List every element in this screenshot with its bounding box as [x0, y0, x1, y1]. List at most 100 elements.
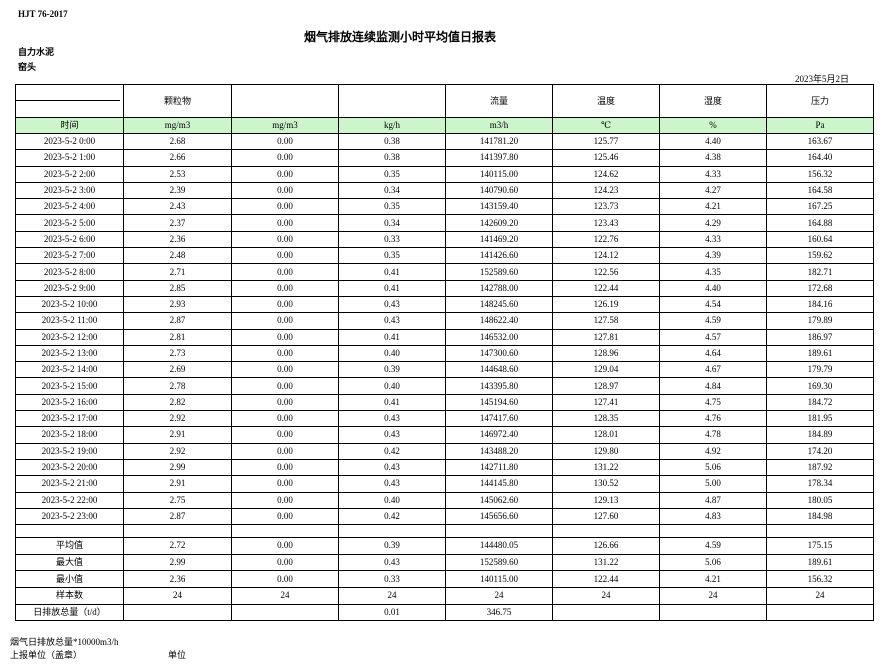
value-cell: 122.44 — [552, 279, 660, 297]
value-cell: 2.66 — [123, 149, 232, 167]
value-cell: 0.43 — [338, 410, 446, 428]
value-cell: 4.78 — [659, 426, 767, 444]
head-row: 颗粒物 流量 温度 湿度 压力 — [15, 84, 874, 118]
summary-value: 2.99 — [123, 553, 232, 572]
time-cell: 2023-5-2 8:00 — [15, 263, 124, 281]
value-cell: 163.67 — [766, 132, 874, 151]
time-cell: 2023-5-2 14:00 — [15, 361, 124, 379]
value-cell: 187.92 — [766, 458, 874, 477]
data-row: 2023-5-2 15:00 2.78 0.00 0.40 143395.80 128.9… — [15, 377, 874, 395]
value-cell: 0.35 — [338, 165, 446, 183]
value-cell: 164.40 — [766, 149, 874, 167]
summary-value: 156.32 — [766, 570, 874, 588]
data-row: 2023-5-2 16:00 2.82 0.00 0.41 145194.60 127.4… — [15, 393, 874, 412]
value-cell: 186.97 — [766, 328, 874, 346]
value-cell: 128.35 — [552, 410, 660, 428]
value-cell: 0.43 — [338, 475, 446, 493]
value-cell: 2.69 — [123, 361, 232, 379]
value-cell: 0.00 — [231, 475, 339, 493]
value-cell: 2.92 — [123, 442, 232, 460]
value-cell: 189.61 — [766, 344, 874, 363]
value-cell: 184.72 — [766, 393, 874, 412]
value-cell: 127.41 — [552, 393, 660, 412]
value-cell: 172.68 — [766, 279, 874, 297]
value-cell: 0.40 — [338, 377, 446, 395]
value-cell: 4.57 — [659, 328, 767, 346]
value-cell: 143159.40 — [445, 198, 553, 216]
summary-value: 0.33 — [338, 570, 446, 588]
summary-value: 140115.00 — [445, 570, 553, 588]
value-cell: 0.00 — [231, 181, 339, 200]
summary-value: 24 — [659, 586, 767, 605]
value-cell: 123.43 — [552, 214, 660, 232]
time-cell: 2023-5-2 9:00 — [15, 279, 124, 297]
value-cell: 0.33 — [338, 230, 446, 249]
value-cell: 126.19 — [552, 295, 660, 314]
sum-row: 日排放总量（t/d） 0.01 346.75 — [15, 603, 874, 622]
empty-cell — [231, 603, 339, 622]
value-cell: 127.81 — [552, 328, 660, 346]
unit-header: mg/m3 — [123, 117, 232, 134]
summary-value: 2.72 — [123, 537, 232, 555]
summary-value: 2.36 — [123, 570, 232, 588]
report-table: 颗粒物 流量 温度 湿度 压力 时间 mg/m3 mg/m3 kg/h m3/h ℃% Pa 2023-… — [15, 84, 874, 622]
summary-value: 122.44 — [552, 570, 660, 588]
summary-value: 24 — [766, 586, 874, 605]
data-row: 2023-5-2 21:00 2.91 0.00 0.43 144145.80 130.5… — [15, 475, 874, 493]
time-cell: 2023-5-2 16:00 — [15, 393, 124, 412]
value-cell: 144648.60 — [445, 361, 553, 379]
daily-total-label: 日排放总量（t/d） — [15, 603, 124, 622]
value-cell: 4.33 — [659, 230, 767, 249]
divider — [16, 100, 120, 101]
value-cell: 146972.40 — [445, 426, 553, 444]
value-cell: 123.73 — [552, 198, 660, 216]
data-row: 2023-5-2 23:00 2.87 0.00 0.42 145656.60 127.6… — [15, 507, 874, 526]
footer-note: 烟气日排放总量*10000m3/h — [10, 637, 119, 647]
summary-value: 24 — [552, 586, 660, 605]
time-cell: 2023-5-2 1:00 — [15, 149, 124, 167]
value-cell: 145656.60 — [445, 507, 553, 526]
value-cell: 147300.60 — [445, 344, 553, 363]
value-cell: 184.89 — [766, 426, 874, 444]
value-cell: 141469.20 — [445, 230, 553, 249]
value-cell: 0.00 — [231, 377, 339, 395]
unit-header: Pa — [766, 117, 874, 134]
summary-label: 最小值 — [15, 570, 124, 588]
value-cell: 4.27 — [659, 181, 767, 200]
value-cell: 147417.60 — [445, 410, 553, 428]
summary-value: 5.06 — [659, 553, 767, 572]
value-cell: 4.92 — [659, 442, 767, 460]
time-cell: 2023-5-2 21:00 — [15, 475, 124, 493]
value-cell: 129.04 — [552, 361, 660, 379]
value-cell: 0.34 — [338, 214, 446, 232]
value-cell: 124.12 — [552, 247, 660, 265]
time-cell: 2023-5-2 23:00 — [15, 507, 124, 526]
value-cell: 0.00 — [231, 165, 339, 183]
empty-cell — [338, 524, 446, 539]
value-cell: 0.35 — [338, 198, 446, 216]
value-cell: 146532.00 — [445, 328, 553, 346]
value-cell: 2.82 — [123, 393, 232, 412]
value-cell: 5.06 — [659, 458, 767, 477]
summary-value: 0.43 — [338, 553, 446, 572]
value-cell: 179.79 — [766, 361, 874, 379]
company: 自力水泥 — [18, 47, 55, 57]
unit-row: 时间 mg/m3 mg/m3 kg/h m3/h ℃% Pa — [15, 117, 874, 134]
value-cell: 140790.60 — [445, 181, 553, 200]
value-cell: 129.13 — [552, 491, 660, 509]
time-cell: 2023-5-2 20:00 — [15, 458, 124, 477]
value-cell: 4.33 — [659, 165, 767, 183]
value-cell: 125.77 — [552, 132, 660, 151]
value-cell: 0.00 — [231, 149, 339, 167]
value-cell: 174.20 — [766, 442, 874, 460]
value-cell: 0.38 — [338, 132, 446, 151]
empty-cell — [766, 524, 874, 539]
value-cell: 2.81 — [123, 328, 232, 346]
value-cell: 2.36 — [123, 230, 232, 249]
unit-header: kg/h — [338, 117, 446, 134]
value-cell: 142609.20 — [445, 214, 553, 232]
value-cell: 178.34 — [766, 475, 874, 493]
unit-header: m3/h — [445, 117, 553, 134]
value-cell: 2.91 — [123, 475, 232, 493]
empty-cell — [15, 524, 124, 539]
